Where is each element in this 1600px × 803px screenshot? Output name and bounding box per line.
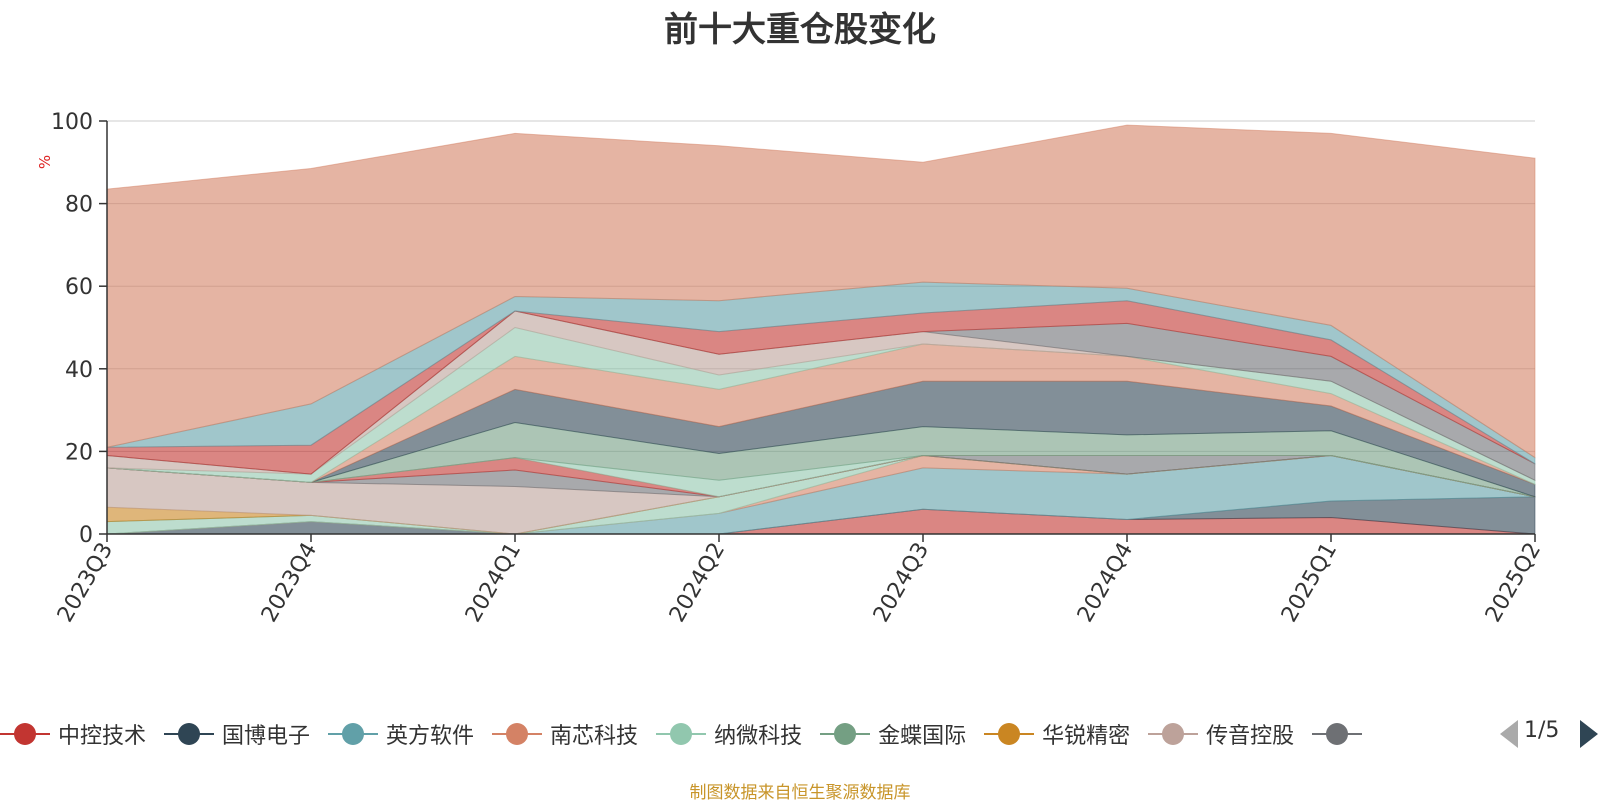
legend-item[interactable]: 国博电子 <box>164 712 310 756</box>
legend-label: 南芯科技 <box>550 724 639 749</box>
legend-label: 英方软件 <box>386 724 475 749</box>
legend-marker-icon <box>164 722 215 746</box>
legend-item[interactable]: 纳微科技 <box>656 712 802 756</box>
x-tick-label: 2024Q3 <box>869 539 934 627</box>
legend-label: 金蝶国际 <box>878 724 967 749</box>
x-tick-label: 2023Q4 <box>257 539 322 627</box>
chart-title: 前十大重仓股变化 <box>664 10 936 50</box>
legend-item[interactable]: 南芯科技 <box>492 712 638 756</box>
y-tick-label: 80 <box>65 193 93 218</box>
y-tick-label: 40 <box>65 358 93 383</box>
legend-label: 国博电子 <box>222 724 311 749</box>
area-series-20 <box>106 124 1536 459</box>
y-axis-label: % <box>36 155 54 169</box>
legend-label: 华锐精密 <box>1042 724 1131 749</box>
chart-plot: 0 20 40 60 80 100% 2023Q3 2023Q4 2024Q1 2024Q2 202… <box>36 110 1546 627</box>
legend-marker-icon <box>820 722 871 746</box>
legend-label: 传音控股 <box>1206 724 1295 749</box>
legend-marker-icon <box>492 722 543 746</box>
legend-label: 纳微科技 <box>714 724 803 749</box>
legend-label: 中控技术 <box>58 724 147 749</box>
x-tick-label: 2024Q4 <box>1073 539 1138 627</box>
legend-next-page-icon[interactable] <box>1580 720 1598 748</box>
legend-prev-page-icon[interactable] <box>1500 720 1518 748</box>
x-tick-label: 2024Q1 <box>461 539 526 627</box>
legend-item[interactable]: 华锐精密 <box>984 712 1130 756</box>
x-tick-label: 2025Q1 <box>1277 539 1342 627</box>
legend-marker-icon <box>1148 722 1199 746</box>
legend-item[interactable]: 金蝶国际 <box>820 712 966 756</box>
legend-item[interactable]: 中控技术 <box>0 712 146 756</box>
legend-item[interactable]: 传音控股 <box>1148 712 1294 756</box>
legend-marker-icon <box>1312 722 1363 746</box>
y-tick-label: 20 <box>65 440 93 465</box>
source-note: 制图数据来自恒生聚源数据库 <box>689 783 911 803</box>
legend-marker-icon <box>0 722 50 746</box>
y-tick-label: 0 <box>79 523 93 548</box>
legend-marker-icon <box>984 722 1035 746</box>
y-tick-label: 100 <box>51 110 93 135</box>
legend: 中控技术 国博电子 英方软件 南芯科技 纳微科技 金蝶国际 华锐精密 传音控股 <box>0 712 1480 756</box>
legend-marker-icon <box>656 722 707 746</box>
y-tick-label: 60 <box>65 275 93 300</box>
legend-page-indicator: 1/5 <box>1524 718 1560 743</box>
x-tick-label: 2024Q2 <box>665 539 730 627</box>
legend-item[interactable]: 英方软件 <box>328 712 474 756</box>
legend-item[interactable] <box>1312 712 1370 756</box>
x-tick-label: 2023Q3 <box>53 539 118 627</box>
legend-marker-icon <box>328 722 379 746</box>
legend-pager: 1/5 <box>1496 716 1600 752</box>
x-tick-label: 2025Q2 <box>1481 539 1546 627</box>
